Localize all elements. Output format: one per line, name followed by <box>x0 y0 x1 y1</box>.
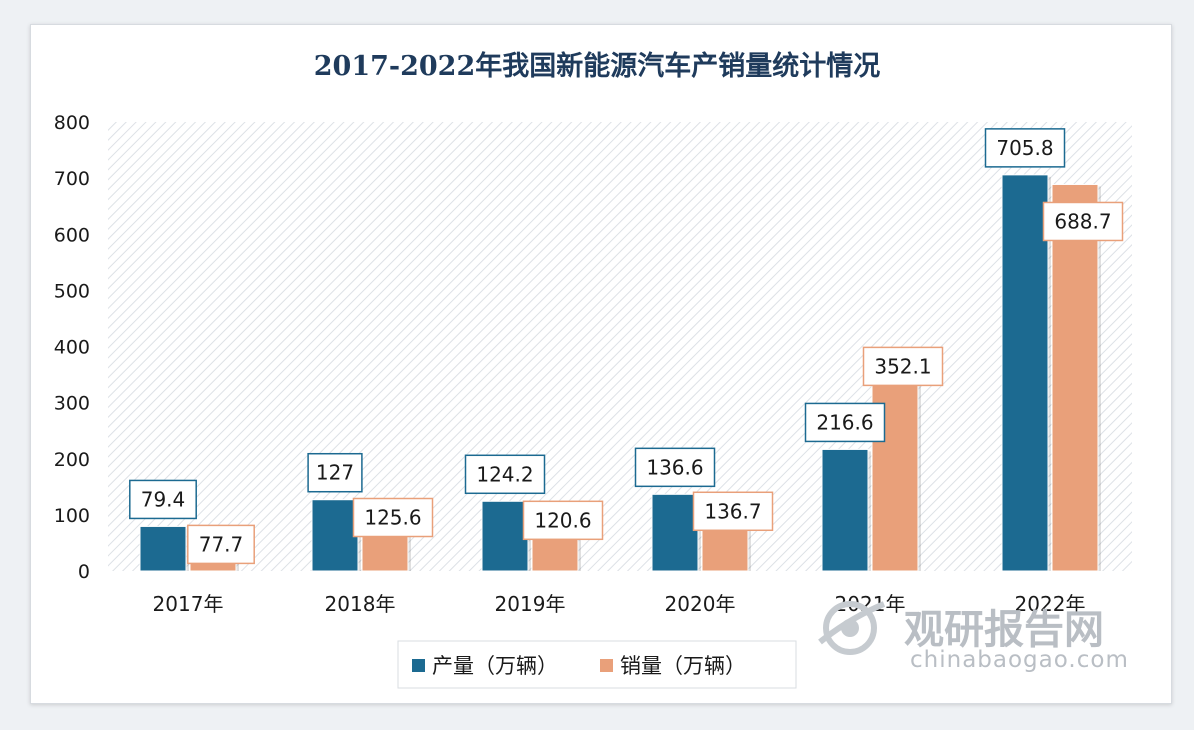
y-tick-label: 200 <box>54 449 90 471</box>
data-label-box-production <box>307 452 363 493</box>
data-label-production: 136.6 <box>646 455 703 479</box>
y-axis: 0 100 200 300 400 500 600 700 800 <box>54 112 90 583</box>
y-tick-label: 100 <box>54 505 90 527</box>
data-label-production: 216.6 <box>816 410 873 434</box>
y-tick-label: 300 <box>54 393 90 415</box>
x-axis: 2017年 2018年 2019年 2020年 2021年 2022年 <box>153 592 1086 616</box>
bar-production <box>651 493 699 572</box>
bar-production <box>481 500 529 572</box>
data-label-box-production <box>464 454 546 495</box>
watermark-url: chinabaogao.com <box>910 647 1129 673</box>
data-label-sales: 125.6 <box>364 506 421 530</box>
bar-production <box>139 525 187 572</box>
data-label-production: 124.2 <box>476 462 533 486</box>
data-label-sales: 136.7 <box>704 499 761 523</box>
watermark: 观研报告网 chinabaogao.com <box>818 601 1129 673</box>
data-label-box-production <box>634 447 716 488</box>
data-label-box-production <box>984 128 1066 168</box>
data-label-sales: 120.6 <box>534 508 591 532</box>
chart-title: 2017-2022年我国新能源汽车产销量统计情况 <box>314 50 881 82</box>
bar-production <box>1001 174 1049 572</box>
y-tick-label: 600 <box>54 224 90 246</box>
legend-box <box>397 640 797 689</box>
data-label-production: 79.4 <box>141 487 186 511</box>
y-tick-label: 700 <box>54 168 90 190</box>
data-label-box-production <box>804 402 886 443</box>
data-label-production: 127 <box>316 461 354 485</box>
plot-area <box>108 122 1132 571</box>
y-tick-label: 800 <box>54 112 90 134</box>
data-label-box-sales <box>187 524 255 565</box>
bar-production <box>311 499 359 572</box>
bar-production <box>821 448 869 572</box>
data-label-box-sales <box>522 500 604 541</box>
x-tick-label: 2018年 <box>325 592 396 616</box>
data-label-box-sales <box>692 491 774 532</box>
data-label-box-production <box>129 479 197 520</box>
legend-label-sales: 销量（万辆） <box>620 654 746 678</box>
y-tick-label: 0 <box>78 561 90 583</box>
bar-sales <box>1051 183 1099 572</box>
data-label-sales: 352.1 <box>874 354 931 378</box>
data-label-production: 705.8 <box>996 136 1053 160</box>
x-tick-label: 2017年 <box>153 592 224 616</box>
watermark-logo-icon <box>818 601 886 655</box>
x-tick-label: 2020年 <box>665 592 736 616</box>
data-label-sales: 688.7 <box>1054 209 1111 233</box>
x-tick-label: 2019年 <box>495 592 566 616</box>
data-label-box-sales <box>862 346 944 387</box>
watermark-text: 观研报告网 <box>904 607 1104 653</box>
legend-label-production: 产量（万辆） <box>432 654 558 678</box>
x-tick-label: 2022年 <box>1015 592 1086 616</box>
data-label-sales: 77.7 <box>199 532 244 556</box>
data-label-box-sales <box>352 497 434 538</box>
legend-swatch-sales <box>600 659 613 672</box>
y-tick-label: 500 <box>54 280 90 302</box>
legend: 产量（万辆） 销量（万辆） <box>397 640 797 689</box>
legend-swatch-production <box>412 659 425 672</box>
data-label-box-sales <box>1042 201 1124 242</box>
y-tick-label: 400 <box>54 337 90 359</box>
